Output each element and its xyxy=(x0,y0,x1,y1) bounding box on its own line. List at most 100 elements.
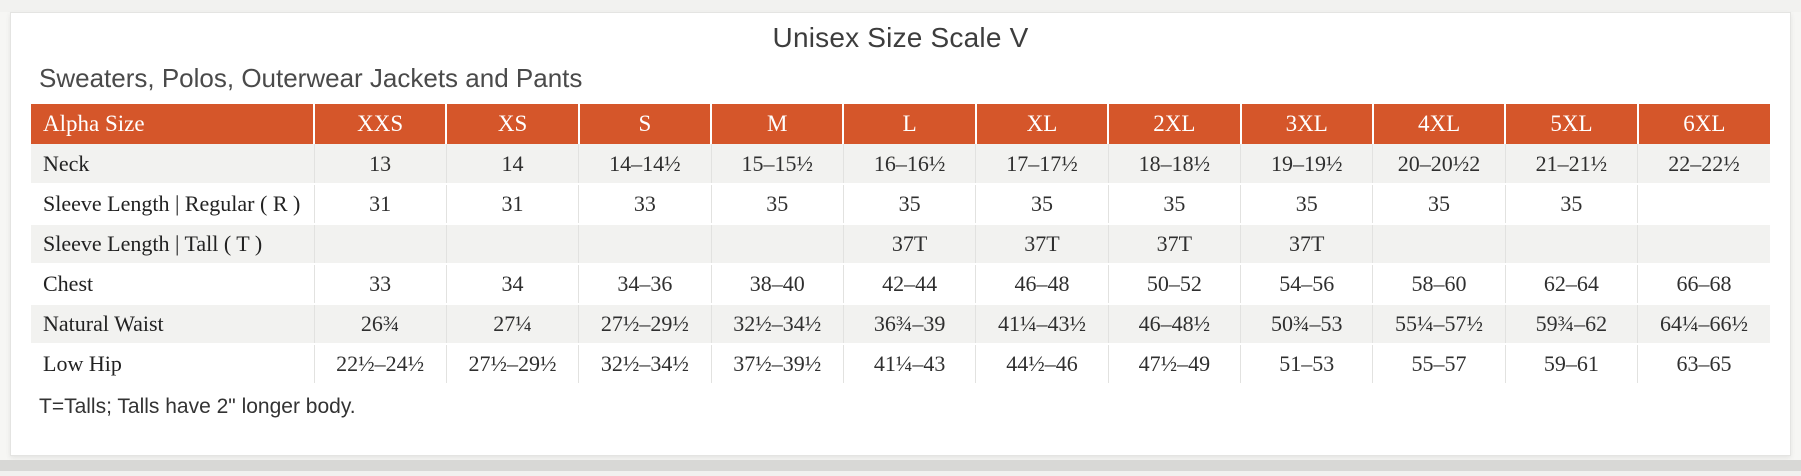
page-bottom-rest xyxy=(0,471,1801,476)
row-value: 27¼ xyxy=(445,304,579,345)
row-value xyxy=(1372,224,1506,265)
row-value: 20–20½2 xyxy=(1372,144,1506,185)
page-bottom-band xyxy=(0,460,1801,471)
row-value: 26¾ xyxy=(313,304,447,345)
row-value: 31 xyxy=(445,184,579,225)
row-value: 15–15½ xyxy=(710,144,844,185)
row-value: 27½–29½ xyxy=(578,304,712,345)
row-value: 46–48 xyxy=(975,264,1109,305)
row-value: 63–65 xyxy=(1637,344,1770,385)
row-label: Natural Waist xyxy=(31,304,314,345)
size-table: Alpha Size XXS XS S M L XL 2XL 3XL 4XL 5XL 6XL Neck… xyxy=(31,104,1770,385)
column-header-size: 3XL xyxy=(1239,104,1373,144)
column-header-size: 4XL xyxy=(1371,104,1506,144)
row-value: 32½–34½ xyxy=(578,344,712,385)
row-value: 50–52 xyxy=(1107,264,1241,305)
row-value: 22–22½ xyxy=(1637,144,1770,185)
column-header-size: 6XL xyxy=(1636,104,1770,144)
row-value: 35 xyxy=(1372,184,1506,225)
row-value: 27½–29½ xyxy=(445,344,579,385)
page-top-strip xyxy=(0,0,1801,12)
row-value: 54–56 xyxy=(1240,264,1373,305)
row-value xyxy=(1637,184,1770,225)
row-value: 13 xyxy=(313,144,447,185)
column-header-size: S xyxy=(577,104,712,144)
row-value: 42–44 xyxy=(842,264,976,305)
row-value: 50¾–53 xyxy=(1240,304,1373,345)
row-value: 35 xyxy=(842,184,976,225)
column-header-size: XL xyxy=(974,104,1109,144)
row-value: 35 xyxy=(975,184,1109,225)
row-value: 17–17½ xyxy=(975,144,1109,185)
row-value: 59–61 xyxy=(1504,344,1638,385)
row-value: 55–57 xyxy=(1372,344,1506,385)
column-header-size: M xyxy=(710,104,844,144)
row-value: 14–14½ xyxy=(578,144,712,185)
column-header-size: XS xyxy=(445,104,579,144)
row-value: 59¾–62 xyxy=(1504,304,1638,345)
page-subtitle: Sweaters, Polos, Outerwear Jackets and P… xyxy=(39,63,583,93)
page-title: Unisex Size Scale V xyxy=(772,22,1029,53)
row-value: 18–18½ xyxy=(1107,144,1241,185)
row-value: 22½–24½ xyxy=(313,344,447,385)
table-row: Sleeve Length | Tall ( T ) 37T 37T 37T 37T xyxy=(31,224,1770,265)
row-value: 37T xyxy=(1107,224,1241,265)
row-value: 66–68 xyxy=(1637,264,1770,305)
row-value: 16–16½ xyxy=(842,144,976,185)
row-value: 35 xyxy=(1240,184,1373,225)
row-value: 44½–46 xyxy=(975,344,1109,385)
row-label: Low Hip xyxy=(31,344,314,385)
table-row: Neck 13 14 14–14½ 15–15½ 16–16½ 17–17½ 18–18½ 19… xyxy=(31,144,1770,185)
row-value: 35 xyxy=(710,184,844,225)
row-value: 51–53 xyxy=(1240,344,1373,385)
table-row: Sleeve Length | Regular ( R ) 31 31 33 35 35 3… xyxy=(31,184,1770,225)
column-header-size: L xyxy=(842,104,976,144)
row-label: Sleeve Length | Regular ( R ) xyxy=(31,184,314,225)
row-value: 64¼–66½ xyxy=(1637,304,1770,345)
row-value xyxy=(1637,224,1770,265)
row-value: 14 xyxy=(445,144,579,185)
row-value: 37½–39½ xyxy=(710,344,844,385)
row-value xyxy=(313,224,447,265)
table-row: Chest 33 34 34–36 38–40 42–44 46–48 50–52 54–56 5… xyxy=(31,264,1770,305)
size-chart-card: Unisex Size Scale V Sweaters, Polos, Out… xyxy=(10,12,1791,456)
row-label: Neck xyxy=(31,144,314,185)
row-value xyxy=(710,224,844,265)
row-value xyxy=(445,224,579,265)
row-value: 35 xyxy=(1107,184,1241,225)
row-value xyxy=(1504,224,1638,265)
row-value: 19–19½ xyxy=(1240,144,1373,185)
row-value: 35 xyxy=(1504,184,1638,225)
row-value: 58–60 xyxy=(1372,264,1506,305)
row-value: 34–36 xyxy=(578,264,712,305)
row-value: 37T xyxy=(1240,224,1373,265)
row-value: 55¼–57½ xyxy=(1372,304,1506,345)
row-value: 46–48½ xyxy=(1107,304,1241,345)
header-row: Alpha Size XXS XS S M L XL 2XL 3XL 4XL 5XL 6XL xyxy=(31,104,1770,144)
row-value: 21–21½ xyxy=(1504,144,1638,185)
row-value: 31 xyxy=(313,184,447,225)
row-value: 62–64 xyxy=(1504,264,1638,305)
table-row: Low Hip 22½–24½ 27½–29½ 32½–34½ 37½–39½ 41¼–4… xyxy=(31,344,1770,385)
row-value: 41¼–43½ xyxy=(975,304,1109,345)
row-value: 34 xyxy=(445,264,579,305)
row-value: 33 xyxy=(313,264,447,305)
row-value xyxy=(578,224,712,265)
row-value: 38–40 xyxy=(710,264,844,305)
column-header-size: 5XL xyxy=(1504,104,1638,144)
row-value: 36¾–39 xyxy=(842,304,976,345)
column-header-label: Alpha Size xyxy=(31,104,314,144)
column-header-size: XXS xyxy=(312,104,447,144)
row-label: Sleeve Length | Tall ( T ) xyxy=(31,224,314,265)
size-table-body: Neck 13 14 14–14½ 15–15½ 16–16½ 17–17½ 18–18½ 19… xyxy=(31,144,1770,385)
row-value: 47½–49 xyxy=(1107,344,1241,385)
row-value: 41¼–43 xyxy=(842,344,976,385)
table-row: Natural Waist 26¾ 27¼ 27½–29½ 32½–34½ 36¾–39 4… xyxy=(31,304,1770,345)
row-value: 37T xyxy=(975,224,1109,265)
size-table-head: Alpha Size XXS XS S M L XL 2XL 3XL 4XL 5XL 6XL xyxy=(31,104,1770,144)
row-value: 32½–34½ xyxy=(710,304,844,345)
row-value: 33 xyxy=(578,184,712,225)
column-header-size: 2XL xyxy=(1107,104,1241,144)
row-value: 37T xyxy=(842,224,976,265)
footnote: T=Talls; Talls have 2" longer body. xyxy=(39,395,356,418)
